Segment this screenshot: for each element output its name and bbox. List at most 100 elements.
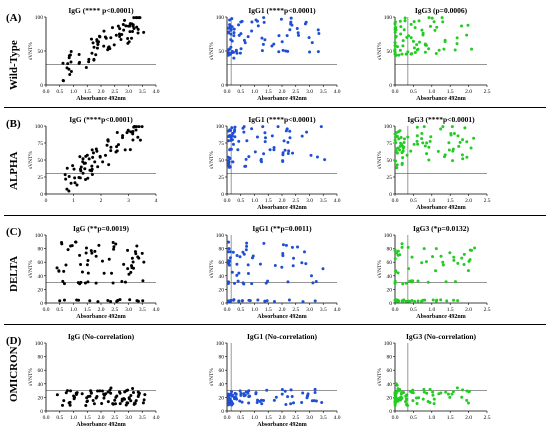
data-point	[435, 298, 439, 302]
data-point	[119, 38, 123, 42]
data-point	[91, 151, 95, 155]
data-point	[78, 253, 82, 257]
data-point	[431, 298, 435, 302]
scatter-panel: IgG (**p=0.0019) 0 20 40 60 80 100 0.0 0.5 1.0 1.5…	[28, 224, 160, 320]
data-point	[129, 394, 133, 398]
data-point	[235, 254, 239, 258]
y-tick-label: 50	[387, 49, 393, 55]
data-point	[258, 262, 262, 266]
data-point	[447, 148, 451, 152]
data-point	[400, 163, 404, 167]
data-point	[453, 280, 457, 284]
x-tick-label: 0.5	[410, 198, 417, 204]
data-point	[241, 281, 245, 285]
x-tick-label: 1.5	[447, 307, 454, 313]
data-point	[90, 167, 94, 171]
x-tick-label: 1	[72, 198, 75, 204]
data-point	[121, 22, 125, 26]
data-point	[400, 242, 404, 246]
data-point	[120, 279, 124, 283]
data-point	[87, 57, 91, 61]
scatter-panel: IgG1 (****p<0.0001) 0 25 50 75 100 0.0 0.5 1.0 1.…	[209, 115, 341, 211]
data-point	[226, 31, 230, 35]
data-point	[423, 42, 427, 46]
x-axis-label: Absorbance 492nm	[416, 205, 466, 211]
data-point	[244, 248, 248, 252]
data-point	[230, 126, 234, 130]
y-tick-label: 25	[38, 175, 44, 181]
data-point	[95, 149, 99, 153]
data-point	[85, 400, 89, 404]
data-point	[410, 298, 414, 302]
data-point	[94, 281, 98, 285]
data-point	[125, 401, 129, 405]
x-tick-label: 2.0	[465, 307, 472, 313]
data-point	[463, 126, 467, 130]
data-point	[416, 142, 420, 146]
data-point	[254, 391, 258, 395]
row-label-c: (C)	[6, 226, 22, 238]
data-point	[401, 299, 405, 303]
data-point	[129, 130, 133, 134]
data-point	[136, 135, 140, 139]
data-point	[239, 47, 243, 51]
data-point	[416, 299, 420, 303]
x-tick-label: 0.5	[56, 307, 63, 313]
data-point	[456, 261, 460, 265]
data-point	[87, 60, 91, 64]
x-tick-label: 2.5	[292, 307, 299, 313]
x-tick-label: 3.0	[306, 307, 313, 313]
data-point	[137, 256, 141, 260]
data-point	[255, 135, 259, 139]
data-point	[68, 403, 72, 407]
data-point	[132, 125, 136, 129]
data-point	[467, 259, 471, 263]
data-point	[62, 269, 66, 273]
data-point	[229, 45, 233, 49]
data-point	[297, 33, 301, 37]
x-tick-label: 3.0	[125, 415, 132, 421]
data-point	[458, 140, 462, 144]
data-point	[89, 37, 93, 41]
data-point	[399, 32, 403, 36]
x-tick-label: 2.5	[484, 415, 491, 421]
data-point	[230, 393, 234, 397]
data-point	[98, 389, 102, 393]
data-point	[401, 282, 405, 286]
x-tick-label: 4.0	[334, 89, 341, 95]
data-point	[128, 298, 132, 302]
data-point	[69, 49, 73, 53]
data-point	[230, 390, 234, 394]
data-point	[262, 152, 266, 156]
data-point	[451, 159, 455, 163]
data-point	[302, 250, 306, 254]
data-point	[236, 279, 240, 283]
scatter-panel: IgG1 (**p=0.0011) 0 20 40 60 80 100 0.0 0.5 1.0 1.…	[209, 224, 341, 320]
data-point	[80, 392, 84, 396]
data-point	[226, 399, 230, 403]
data-point	[403, 19, 407, 23]
data-point	[109, 149, 113, 153]
data-point	[409, 36, 413, 40]
data-point	[123, 280, 127, 284]
data-point	[250, 20, 254, 24]
data-point	[460, 24, 464, 28]
data-point	[435, 25, 439, 29]
y-tick-label: 100	[35, 233, 44, 239]
data-point	[423, 144, 427, 148]
data-point	[142, 398, 146, 402]
y-tick-label: 50	[387, 158, 393, 164]
data-point	[402, 137, 406, 141]
data-point	[80, 270, 84, 274]
y-tick-label: 80	[38, 355, 44, 361]
data-point	[415, 134, 419, 138]
data-point	[428, 24, 432, 28]
data-point	[466, 401, 470, 405]
data-point	[67, 175, 71, 179]
data-point	[138, 138, 142, 142]
scatter-panel: IgG1 (No-correlation) 0 20 40 60 80 100 0.0 0.5 1…	[209, 332, 341, 428]
data-point	[250, 29, 254, 33]
x-tick-label: 1.0	[428, 307, 435, 313]
x-tick-label: 3.0	[125, 89, 132, 95]
data-point	[246, 391, 250, 395]
